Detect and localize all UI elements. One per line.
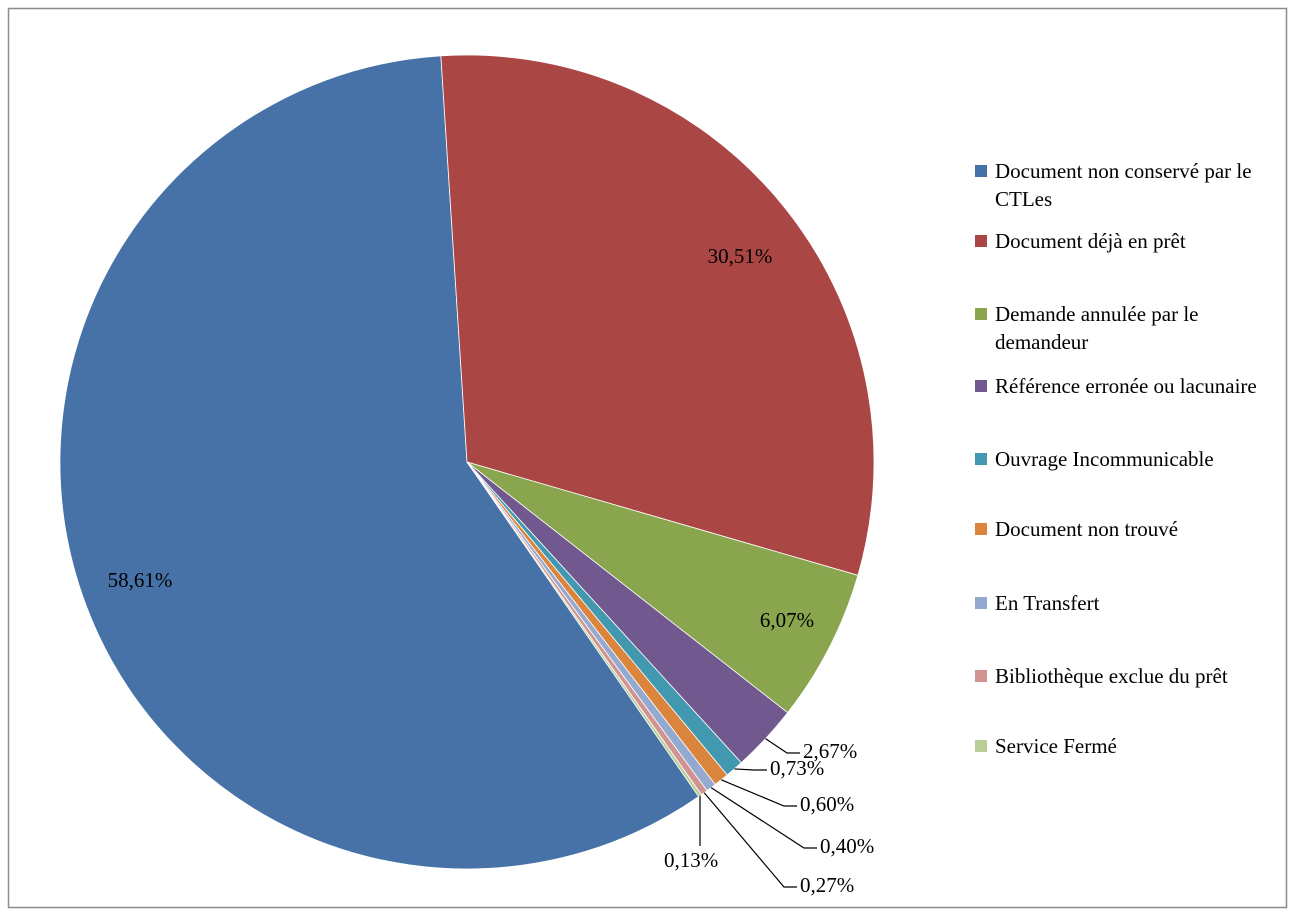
legend-label: Service Fermé xyxy=(995,734,1117,758)
pie-slice xyxy=(440,54,875,576)
leader-line xyxy=(765,738,800,754)
legend-label: Document déjà en prêt xyxy=(995,229,1186,253)
data-label: 6,07% xyxy=(760,608,814,632)
data-label: 30,51% xyxy=(708,244,773,268)
data-label: 0,60% xyxy=(800,792,854,816)
leader-line xyxy=(710,787,817,849)
data-label: 0,13% xyxy=(664,848,718,872)
legend-label: Document non trouvé xyxy=(995,517,1179,541)
legend-item: En Transfert xyxy=(975,589,1295,617)
legend-label: Demande annulée par le demandeur xyxy=(995,302,1199,354)
legend-label: Bibliothèque exclue du prêt xyxy=(995,664,1228,688)
data-label: 0,40% xyxy=(820,834,874,858)
legend-item: Service Fermé xyxy=(975,732,1295,760)
legend-swatch xyxy=(975,235,987,247)
legend-swatch xyxy=(975,523,987,535)
legend-item: Demande annulée par le demandeur xyxy=(975,300,1295,356)
legend-item: Document non trouvé xyxy=(975,515,1295,543)
legend-swatch xyxy=(975,453,987,465)
data-label: 0,27% xyxy=(800,873,854,897)
legend-label: Document non conservé par le CTLes xyxy=(995,159,1252,211)
legend-swatch xyxy=(975,597,987,609)
leader-line xyxy=(734,768,767,771)
legend-label: Référence erronée ou lacunaire xyxy=(995,374,1257,398)
leader-line xyxy=(721,779,797,807)
legend-item: Ouvrage Incommunicable xyxy=(975,445,1295,473)
legend-swatch xyxy=(975,670,987,682)
data-label: 2,67% xyxy=(803,739,857,763)
legend-item: Document non conservé par le CTLes xyxy=(975,157,1295,213)
pie-slice xyxy=(59,55,700,870)
legend-label: En Transfert xyxy=(995,591,1100,615)
legend-item: Référence erronée ou lacunaire xyxy=(975,372,1295,400)
legend-swatch xyxy=(975,740,987,752)
data-label: 0,73% xyxy=(770,756,824,780)
data-label: 58,61% xyxy=(108,568,173,592)
legend-swatch xyxy=(975,380,987,392)
legend-label: Ouvrage Incommunicable xyxy=(995,447,1214,471)
legend-swatch xyxy=(975,165,987,177)
legend-item: Bibliothèque exclue du prêt xyxy=(975,662,1295,690)
pie-slice xyxy=(466,461,859,714)
legend-item: Document déjà en prêt xyxy=(975,227,1295,255)
leader-line xyxy=(703,792,797,888)
legend-swatch xyxy=(975,308,987,320)
